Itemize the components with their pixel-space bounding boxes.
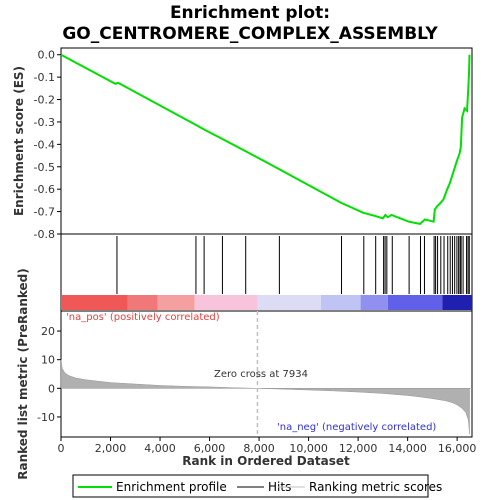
pos-correlated-label: 'na_pos' (positively correlated) (66, 312, 220, 323)
legend-metric-label: Ranking metric scores (309, 480, 442, 494)
es-y-axis-label: Enrichment score (ES) (12, 66, 26, 216)
ranking-metric-fill (60, 359, 470, 435)
heat-bar-segment-2 (157, 295, 195, 310)
heat-bar-segment-5 (320, 295, 361, 310)
heat-bar-segment-1 (127, 295, 158, 310)
zero-cross-label: Zero cross at 7934 (214, 369, 308, 380)
es-ytick-label-1: -0.1 (34, 71, 55, 84)
es-ytick-label-8: -0.8 (34, 228, 55, 241)
heat-bar-segment-0 (61, 295, 128, 310)
heat-bar-segment-6 (360, 295, 388, 310)
es-ytick-label-7: -0.7 (34, 206, 55, 219)
xtick-label-2: 4,000 (144, 442, 176, 455)
es-panel-frame (60, 47, 473, 235)
legend-box (72, 474, 429, 498)
metric-ytick-label-3: -10 (37, 411, 55, 424)
xtick-label-0: 0 (58, 442, 65, 455)
hits-markers (116, 236, 470, 294)
heat-bar-segment-8 (442, 295, 472, 310)
legend-profile-label: Enrichment profile (116, 480, 227, 494)
chart-title-line1: Enrichment plot: (170, 3, 330, 23)
correlation-heat-bar (61, 295, 472, 310)
enrichment-profile-line (60, 53, 471, 225)
es-ytick-label-4: -0.4 (34, 138, 55, 151)
chart-title-line2: GO_CENTROMERE_COMPLEX_ASSEMBLY (62, 24, 438, 44)
heat-bar-segment-3 (194, 295, 258, 310)
x-axis-label: Rank in Ordered Dataset (182, 454, 350, 468)
neg-correlated-label: 'na_neg' (negatively correlated) (277, 422, 436, 433)
es-ytick-label-6: -0.6 (34, 183, 55, 196)
metric-ytick-label-1: 10 (41, 354, 55, 367)
xtick-label-3: 6,000 (194, 442, 226, 455)
xtick-label-7: 14,000 (388, 442, 427, 455)
heat-bar-segment-4 (257, 295, 321, 310)
axes: 0.0 -0.1 -0.2 -0.3 -0.4 -0.5 -0.6 -0.7 -0.8 20 10 0… (34, 49, 477, 455)
xtick-label-1: 2,000 (95, 442, 127, 455)
xtick-label-4: 8,000 (243, 442, 275, 455)
es-ytick-label-3: -0.3 (34, 116, 55, 129)
enrichment-profile (60, 53, 471, 225)
metric-ytick-label-0: 20 (41, 325, 55, 338)
xtick-label-8: 16,000 (438, 442, 477, 455)
metric-y-axis-label: Ranked list metric (PreRanked) (16, 268, 30, 480)
ranking-metric-area (60, 311, 472, 437)
metric-ytick-label-2: 0 (48, 382, 55, 395)
heat-bar-segment-7 (387, 295, 443, 310)
es-ytick-label-0: 0.0 (38, 49, 56, 62)
es-ytick-label-2: -0.2 (34, 94, 55, 107)
es-ytick-label-5: -0.5 (34, 161, 55, 174)
xtick-label-6: 12,000 (339, 442, 378, 455)
xtick-label-5: 10,000 (289, 442, 328, 455)
